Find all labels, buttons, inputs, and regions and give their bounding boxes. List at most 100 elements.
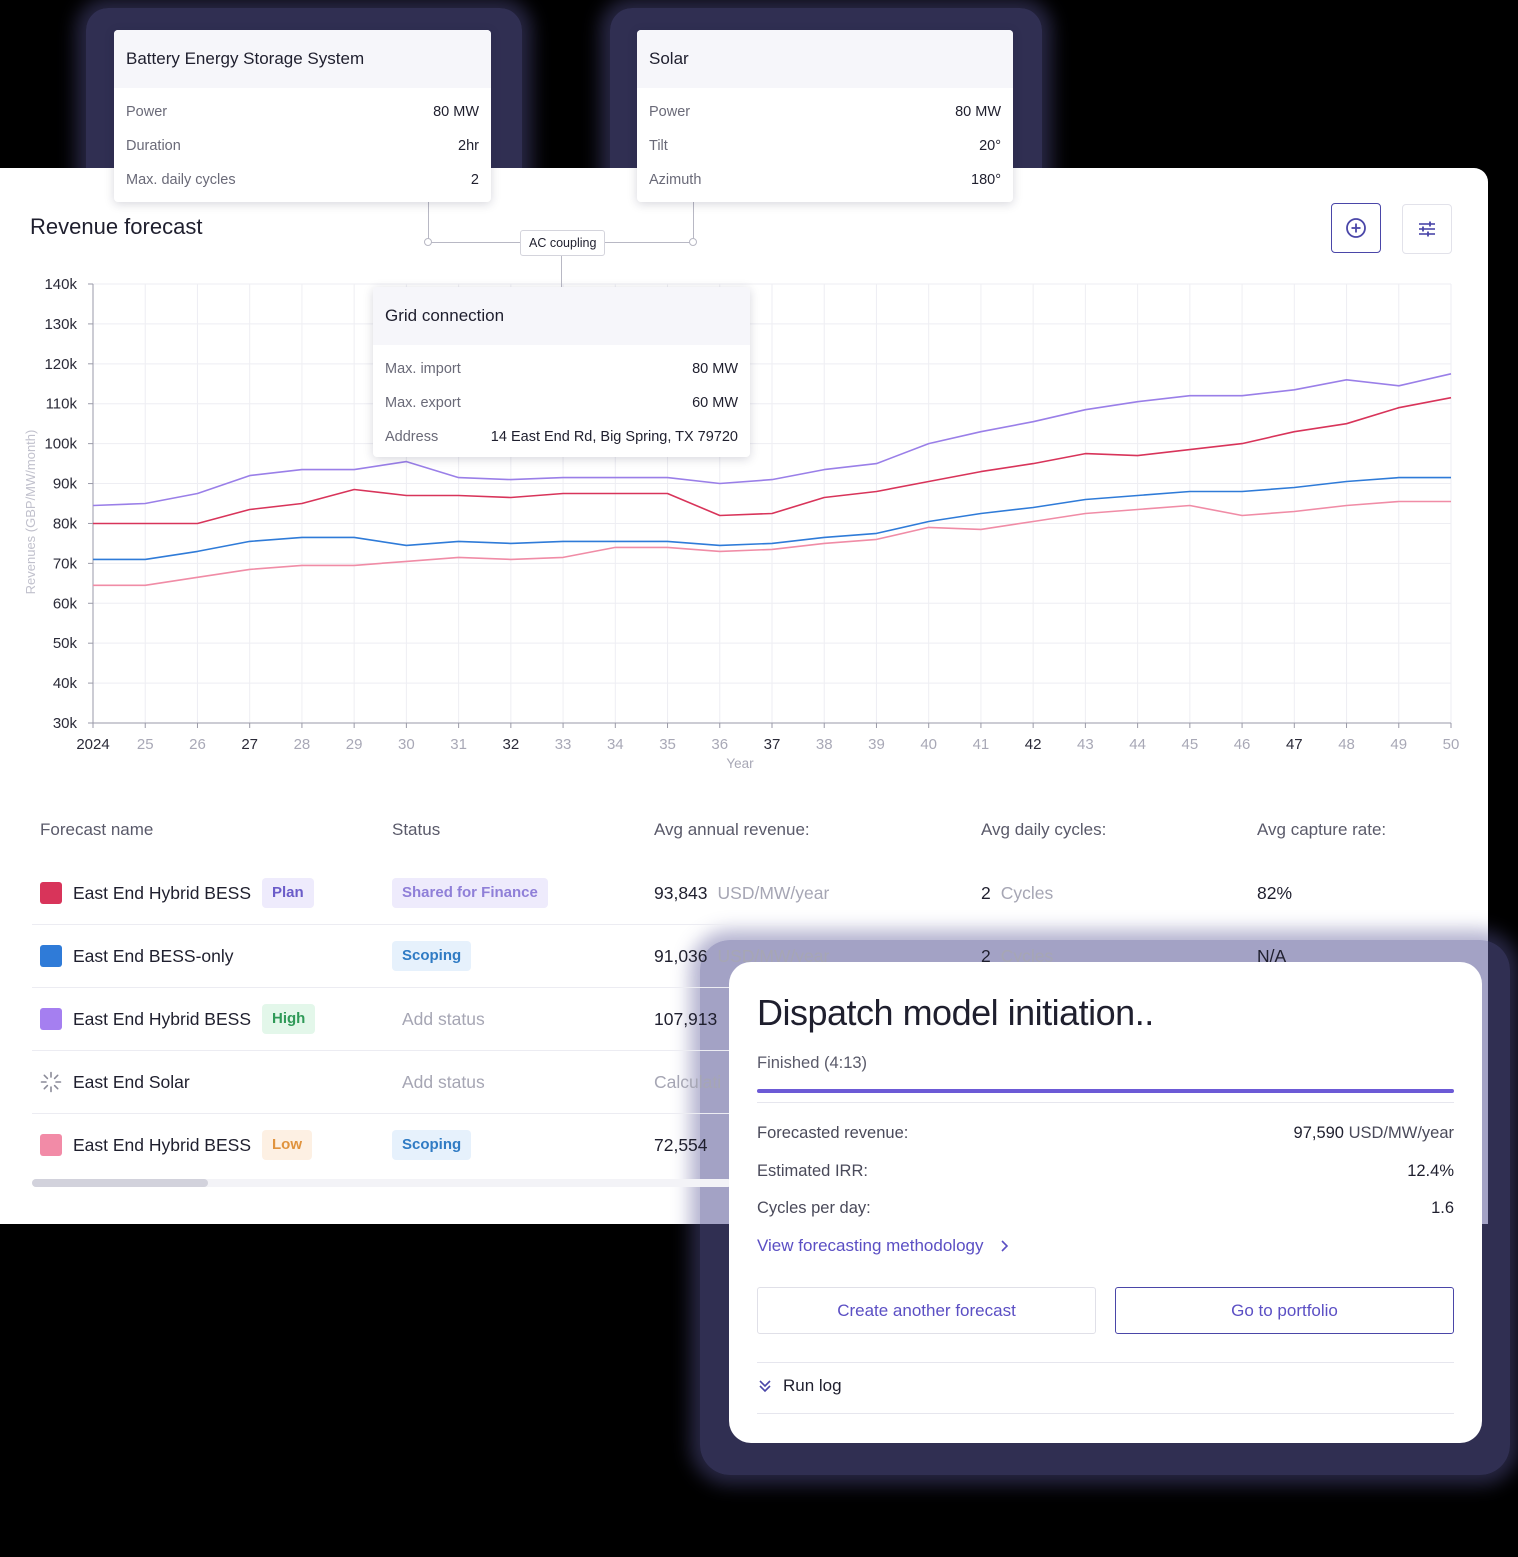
bess-card[interactable]: Battery Energy Storage System Power 80 MW… bbox=[114, 30, 491, 202]
revenue-cell: 72,554 bbox=[654, 1114, 708, 1176]
divider bbox=[757, 1102, 1454, 1103]
table-scrollbar-track[interactable] bbox=[32, 1179, 732, 1187]
y-axis-label: Revenues (GBP/MW/month) bbox=[23, 430, 38, 595]
page-title: Revenue forecast bbox=[30, 214, 203, 239]
chevron-right-icon bbox=[1000, 1240, 1008, 1252]
forecast-name: East End Hybrid BESS bbox=[73, 1134, 251, 1155]
series-swatch-pink bbox=[40, 1134, 62, 1156]
table-row[interactable]: East End Hybrid BESS Plan Shared for Fin… bbox=[32, 862, 1458, 925]
divider bbox=[757, 1362, 1454, 1363]
status-cell[interactable]: Scoping bbox=[392, 1114, 472, 1176]
status-badge[interactable]: Scoping bbox=[392, 941, 472, 971]
y-tick-label: 110k bbox=[46, 396, 78, 413]
add-status-link[interactable]: Add status bbox=[402, 1071, 485, 1092]
bess-card-title: Battery Energy Storage System bbox=[114, 30, 491, 88]
y-tick-label: 40k bbox=[53, 675, 78, 692]
status-badge[interactable]: Scoping bbox=[392, 1130, 472, 1160]
x-tick-label: 39 bbox=[868, 736, 885, 753]
forecast-name-cell: East End Solar bbox=[32, 1051, 190, 1113]
col-header-cycles[interactable]: Avg daily cycles: bbox=[981, 820, 1107, 839]
revenue-cell: 107,913 bbox=[654, 988, 717, 1050]
cycles-per-day-row: Cycles per day: 1.6 bbox=[757, 1199, 1454, 1218]
solar-connector-vertical bbox=[693, 202, 694, 242]
series-swatch-purple bbox=[40, 1008, 62, 1030]
grid-address-value: 14 East End Rd, Big Spring, TX 79720 bbox=[490, 429, 738, 445]
status-cell[interactable]: Shared for Finance bbox=[392, 862, 548, 924]
series-line-2 bbox=[93, 476, 1451, 561]
y-tick-label: 140k bbox=[44, 276, 77, 293]
add-forecast-button[interactable] bbox=[1331, 203, 1381, 253]
y-tick-label: 30k bbox=[53, 715, 78, 732]
x-tick-label: 31 bbox=[450, 736, 467, 753]
revenue-unit: USD/MW/year bbox=[717, 882, 830, 903]
bess-duration-row: Duration 2hr bbox=[114, 129, 491, 163]
solar-azimuth-row: Azimuth 180° bbox=[637, 163, 1013, 197]
connector-dot-left bbox=[424, 238, 432, 246]
revenue-value: 93,843 bbox=[654, 882, 708, 903]
go-to-portfolio-button[interactable]: Go to portfolio bbox=[1115, 1287, 1454, 1334]
y-tick-label: 130k bbox=[44, 316, 77, 333]
forecasted-revenue-value: 97,590 bbox=[1293, 1124, 1344, 1142]
x-tick-label: 30 bbox=[398, 736, 415, 753]
col-header-revenue[interactable]: Avg annual revenue: bbox=[654, 820, 810, 839]
solar-azimuth-value: 180° bbox=[971, 172, 1001, 188]
status-cell[interactable]: Add status bbox=[402, 988, 485, 1050]
col-header-capture[interactable]: Avg capture rate: bbox=[1257, 820, 1387, 839]
run-log-toggle[interactable]: Run log bbox=[757, 1376, 842, 1396]
x-tick-label: 48 bbox=[1338, 736, 1355, 753]
table-row[interactable]: East End Hybrid BESS Low Scoping 72,554 bbox=[32, 1114, 1458, 1176]
grid-export-value: 60 MW bbox=[692, 395, 738, 411]
forecasted-revenue-value-wrap: 97,590 USD/MW/year bbox=[1294, 1124, 1454, 1143]
create-another-forecast-button[interactable]: Create another forecast bbox=[757, 1287, 1096, 1334]
grid-export-label: Max. export bbox=[385, 395, 461, 411]
revenue-line-chart: 30k 40k 50k 60k 70k 80k 90k 100k 110k 120k 130k 140… bbox=[23, 276, 1460, 771]
status-cell[interactable]: Scoping bbox=[392, 925, 472, 987]
solar-card[interactable]: Solar Power 80 MW Tilt 20° Azimuth 180° bbox=[637, 30, 1013, 202]
bess-cycles-row: Max. daily cycles 2 bbox=[114, 163, 491, 197]
col-header-name[interactable]: Forecast name bbox=[40, 820, 154, 839]
y-tick-label: 120k bbox=[44, 356, 77, 373]
status-badge[interactable]: Shared for Finance bbox=[392, 878, 548, 908]
x-tick-label: 46 bbox=[1234, 736, 1251, 753]
sliders-icon bbox=[1419, 221, 1435, 237]
dispatch-model-card: Dispatch model initiation.. Finished (4:… bbox=[729, 962, 1482, 1443]
x-tick-label: 41 bbox=[973, 736, 990, 753]
grid-connection-card[interactable]: Grid connection Max. import 80 MW Max. ex… bbox=[373, 287, 750, 457]
x-tick-label: 34 bbox=[607, 736, 624, 753]
forecast-badge-plan: Plan bbox=[262, 878, 314, 908]
forecasted-revenue-label: Forecasted revenue: bbox=[757, 1124, 909, 1142]
forecast-badge-high: High bbox=[262, 1004, 316, 1034]
forecast-badge-low: Low bbox=[262, 1130, 312, 1160]
add-status-link[interactable]: Add status bbox=[402, 1008, 485, 1029]
series-line-0 bbox=[92, 373, 1452, 507]
col-header-status[interactable]: Status bbox=[392, 820, 441, 839]
status-cell[interactable]: Add status bbox=[402, 1051, 485, 1113]
y-tick-label: 90k bbox=[53, 476, 78, 493]
grid-address-row: Address 14 East End Rd, Big Spring, TX 79… bbox=[373, 420, 750, 454]
run-log-label[interactable]: Run log bbox=[783, 1376, 842, 1395]
series-line-3 bbox=[93, 500, 1451, 587]
table-scrollbar-thumb[interactable] bbox=[32, 1179, 208, 1187]
chart-settings-button[interactable] bbox=[1402, 204, 1452, 254]
forecasted-revenue-row: Forecasted revenue: 97,590 USD/MW/year bbox=[757, 1124, 1454, 1143]
series-line-1 bbox=[93, 396, 1452, 525]
grid-import-row: Max. import 80 MW bbox=[373, 352, 750, 386]
divider bbox=[757, 1413, 1454, 1414]
x-tick-label: 44 bbox=[1129, 736, 1146, 753]
x-tick-label: 28 bbox=[294, 736, 311, 753]
x-tick-label: 50 bbox=[1443, 736, 1460, 753]
calculating-text: Calculati bbox=[654, 1071, 722, 1092]
dispatch-progress-bar bbox=[757, 1089, 1454, 1093]
grid-connector-vertical bbox=[561, 243, 562, 287]
methodology-link-text[interactable]: View forecasting methodology bbox=[757, 1236, 984, 1255]
revenue-cell: 93,843 USD/MW/year bbox=[654, 862, 829, 924]
irr-row: Estimated IRR: 12.4% bbox=[757, 1162, 1454, 1181]
bess-duration-label: Duration bbox=[126, 138, 181, 154]
methodology-link[interactable]: View forecasting methodology bbox=[757, 1236, 1012, 1256]
table-row[interactable]: East End BESS-only Scoping 91,036 USD/MW/… bbox=[32, 925, 1458, 988]
forecast-name-cell: East End Hybrid BESS Plan bbox=[32, 862, 314, 924]
dispatch-title: Dispatch model initiation.. bbox=[757, 992, 1154, 1033]
capture-value: 82% bbox=[1257, 882, 1293, 903]
forecast-name: East End Hybrid BESS bbox=[73, 1008, 251, 1029]
x-tick-label: 26 bbox=[189, 736, 206, 753]
